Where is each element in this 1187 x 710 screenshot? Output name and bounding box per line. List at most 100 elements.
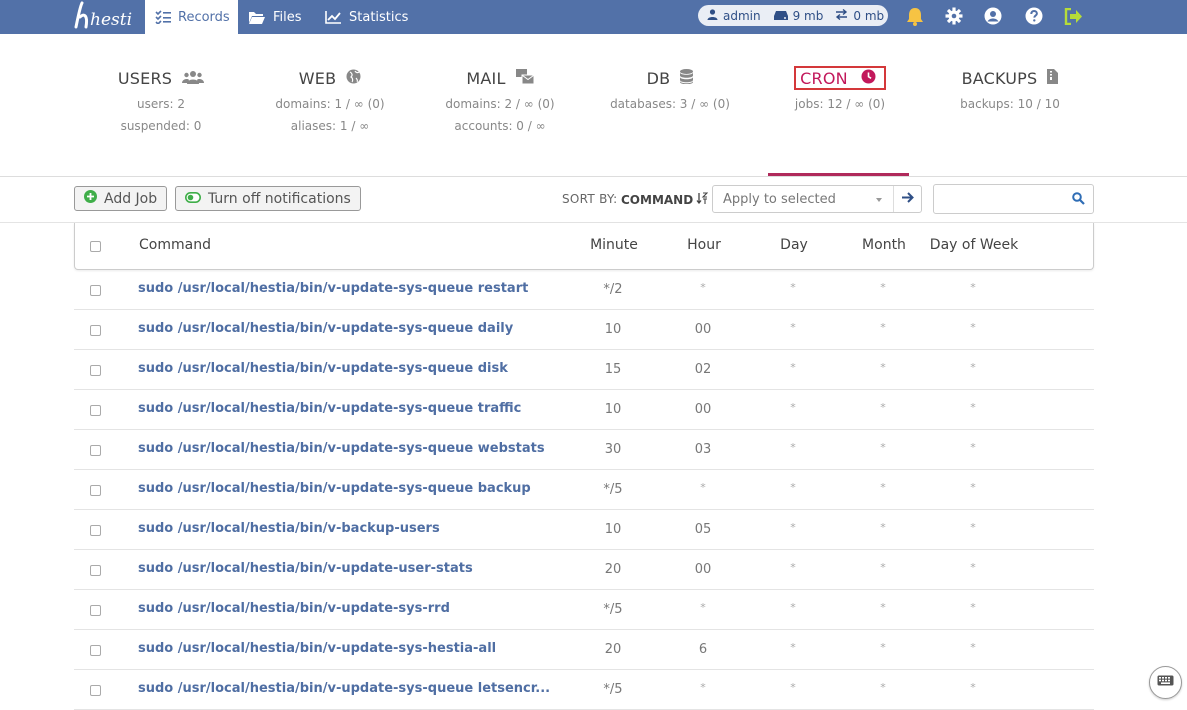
- logo-text: hestia: [90, 10, 132, 30]
- user-circle-icon[interactable]: [983, 6, 1003, 26]
- column-command[interactable]: Command: [139, 237, 211, 253]
- users-icon: [182, 69, 205, 88]
- user-segment: admin: [707, 9, 761, 23]
- cron-command-link[interactable]: sudo /usr/local/hestia/bin/v-update-sys-…: [138, 281, 529, 296]
- cell-hour: 03: [694, 442, 712, 457]
- hestia-logo[interactable]: hestia: [72, 1, 142, 33]
- cron-command-link[interactable]: sudo /usr/local/hestia/bin/v-update-sys-…: [138, 361, 508, 376]
- cell-month: *: [880, 281, 886, 294]
- stat-users[interactable]: USERS users: 2 suspended: 0: [98, 66, 224, 134]
- stat-web[interactable]: WEB domains: 1 / ∞ (0) aliases: 1 / ∞: [275, 66, 385, 134]
- select-all-checkbox[interactable]: [90, 241, 101, 252]
- row-checkbox[interactable]: [90, 685, 101, 696]
- table-row: sudo /usr/local/hestia/bin/v-update-sys-…: [74, 390, 1094, 430]
- row-checkbox[interactable]: [90, 445, 101, 456]
- divider: [0, 176, 1187, 177]
- sort-alpha-icon: [696, 192, 709, 207]
- row-checkbox[interactable]: [90, 525, 101, 536]
- cell-minute: 10: [604, 322, 622, 337]
- gear-icon[interactable]: [944, 6, 964, 26]
- stat-web-line-2: aliases: 1 / ∞: [290, 119, 370, 133]
- row-checkbox[interactable]: [90, 485, 101, 496]
- column-hour[interactable]: Hour: [687, 237, 721, 253]
- sort-by-control[interactable]: COMMAND: [621, 192, 709, 207]
- add-job-label: Add Job: [104, 190, 158, 207]
- cron-command-link[interactable]: sudo /usr/local/hestia/bin/v-update-sys-…: [138, 481, 531, 496]
- stat-backups[interactable]: BACKUPS backups: 10 / 10: [950, 66, 1070, 112]
- apply-button[interactable]: [893, 186, 922, 212]
- stat-mail-line-1: domains: 2 / ∞ (0): [445, 97, 555, 111]
- sort-by-label: SORT BY:: [562, 192, 618, 206]
- cell-day-of-week: *: [970, 441, 976, 454]
- stat-mail-title: MAIL: [466, 68, 506, 88]
- folder-open-icon: [248, 10, 266, 24]
- row-checkbox[interactable]: [90, 405, 101, 416]
- column-month[interactable]: Month: [862, 237, 906, 253]
- stat-users-title: USERS: [117, 68, 173, 88]
- stat-cron[interactable]: CRON jobs: 12 / ∞ (0): [785, 66, 895, 112]
- cron-command-link[interactable]: sudo /usr/local/hestia/bin/v-update-sys-…: [138, 681, 551, 696]
- cell-month: *: [880, 401, 886, 414]
- cell-day-of-week: *: [970, 321, 976, 334]
- row-checkbox[interactable]: [90, 605, 101, 616]
- keyboard-shortcuts-button[interactable]: [1149, 666, 1182, 699]
- help-icon[interactable]: [1024, 6, 1044, 26]
- notifications-toggle-button[interactable]: Turn off notifications: [175, 186, 361, 211]
- cell-minute: */5: [603, 602, 623, 617]
- stat-mail-header: MAIL: [444, 66, 556, 90]
- clock-icon: [861, 69, 876, 88]
- cron-command-link[interactable]: sudo /usr/local/hestia/bin/v-update-sys-…: [138, 441, 545, 456]
- cell-hour: *: [700, 601, 706, 614]
- row-checkbox[interactable]: [90, 325, 101, 336]
- stat-mail[interactable]: MAIL domains: 2 / ∞ (0) accounts: 0 / ∞: [444, 66, 556, 134]
- cell-day: *: [790, 641, 796, 654]
- cell-minute: 10: [604, 522, 622, 537]
- column-minute[interactable]: Minute: [590, 237, 638, 253]
- cell-hour: *: [700, 481, 706, 494]
- table-row: sudo /usr/local/hestia/bin/v-update-sys-…: [74, 430, 1094, 470]
- arrow-right-icon: [902, 191, 914, 207]
- tab-records[interactable]: Records: [145, 0, 238, 34]
- bandwidth-usage: 0 mb: [853, 8, 885, 23]
- bulk-action-select[interactable]: Apply to selected: [712, 185, 922, 213]
- cron-command-link[interactable]: sudo /usr/local/hestia/bin/v-update-sys-…: [138, 401, 522, 416]
- disk-usage: 9 mb: [792, 8, 824, 23]
- top-navbar: hestia Records Files Statistics admin 9 …: [0, 0, 1187, 34]
- keyboard-icon: [1157, 675, 1174, 690]
- column-day[interactable]: Day: [780, 237, 808, 253]
- search-field[interactable]: [933, 184, 1094, 214]
- cron-command-link[interactable]: sudo /usr/local/hestia/bin/v-backup-user…: [138, 521, 440, 536]
- table-row: sudo /usr/local/hestia/bin/v-backup-user…: [74, 510, 1094, 550]
- stat-db-line-1: databases: 3 / ∞ (0): [610, 97, 730, 111]
- cron-highlight: CRON: [794, 66, 886, 90]
- row-checkbox[interactable]: [90, 645, 101, 656]
- cron-command-link[interactable]: sudo /usr/local/hestia/bin/v-update-sys-…: [138, 641, 497, 656]
- column-day-of-week[interactable]: Day of Week: [929, 237, 1019, 253]
- tab-statistics-label: Statistics: [349, 9, 409, 25]
- table-row: sudo /usr/local/hestia/bin/v-update-user…: [74, 550, 1094, 590]
- cell-day-of-week: *: [970, 601, 976, 614]
- user-summary-pill[interactable]: admin 9 mb 0 mb: [698, 5, 888, 26]
- row-checkbox[interactable]: [90, 285, 101, 296]
- cell-month: *: [880, 601, 886, 614]
- stat-users-header: USERS: [98, 66, 224, 90]
- cell-month: *: [880, 481, 886, 494]
- cell-day-of-week: *: [970, 521, 976, 534]
- logout-icon[interactable]: [1063, 6, 1083, 26]
- add-job-button[interactable]: Add Job: [74, 186, 168, 211]
- cell-minute: */5: [603, 682, 623, 697]
- row-checkbox[interactable]: [90, 565, 101, 576]
- cron-command-link[interactable]: sudo /usr/local/hestia/bin/v-update-user…: [138, 561, 473, 576]
- stat-db[interactable]: DB databases: 3 / ∞ (0): [610, 66, 730, 112]
- cell-minute: 20: [604, 642, 622, 657]
- tab-statistics[interactable]: Statistics: [325, 0, 408, 34]
- cron-command-link[interactable]: sudo /usr/local/hestia/bin/v-update-sys-…: [138, 321, 514, 336]
- stat-backups-title: BACKUPS: [961, 68, 1038, 88]
- bell-icon[interactable]: [905, 6, 925, 26]
- tab-files[interactable]: Files: [248, 0, 302, 34]
- row-checkbox[interactable]: [90, 365, 101, 376]
- cell-minute: */2: [603, 282, 623, 297]
- search-icon[interactable]: [1072, 192, 1085, 209]
- cron-command-link[interactable]: sudo /usr/local/hestia/bin/v-update-sys-…: [138, 601, 450, 616]
- stat-web-line-1: domains: 1 / ∞ (0): [275, 97, 385, 111]
